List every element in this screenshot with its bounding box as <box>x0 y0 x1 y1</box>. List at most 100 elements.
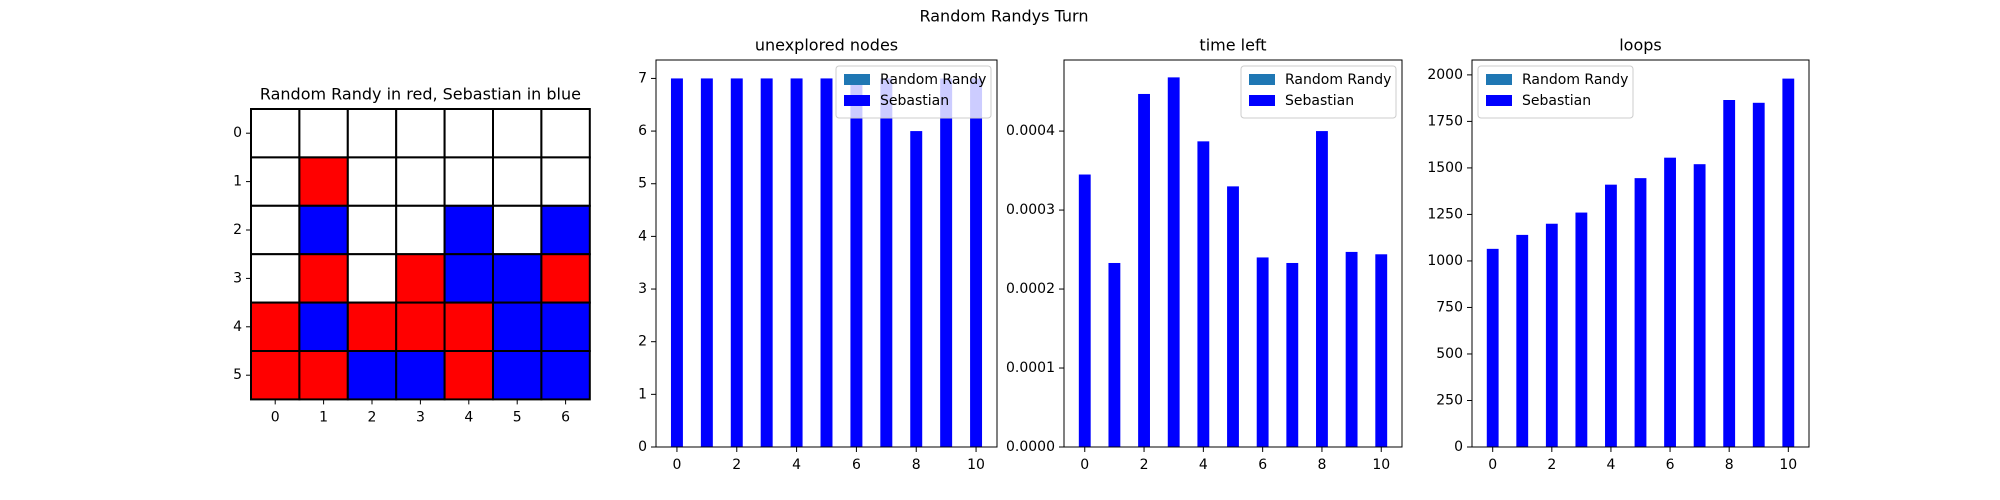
x-tick-label: 2 <box>1547 457 1556 473</box>
board-cell <box>540 108 591 159</box>
bar <box>1227 186 1239 447</box>
y-tick-label: 0 <box>1454 439 1463 455</box>
y-tick-label: 1000 <box>1427 253 1463 269</box>
bar <box>1782 78 1795 447</box>
board-cell <box>540 301 591 353</box>
bar <box>1197 141 1210 447</box>
board-cell <box>395 350 446 401</box>
y-tick-label: 0.0000 <box>1006 439 1055 455</box>
board-cell <box>346 204 398 256</box>
legend-swatch <box>844 74 870 85</box>
y-tick-label: 0.0004 <box>1006 123 1055 139</box>
x-tick-label: 4 <box>792 457 801 473</box>
board-cell <box>395 108 446 159</box>
y-tick-label: 4 <box>638 228 647 244</box>
x-tick-label: 4 <box>1199 457 1208 473</box>
y-tick-label: 0.0001 <box>1006 360 1055 376</box>
x-tick-label: 8 <box>1317 457 1326 473</box>
legend-label: Sebastian <box>1285 93 1354 109</box>
x-tick-label: 6 <box>561 409 570 425</box>
subplot-title: loops <box>1619 36 1662 55</box>
board-cell <box>492 301 543 353</box>
bar <box>820 78 833 447</box>
x-tick-label: 5 <box>513 409 522 425</box>
bar <box>1486 248 1499 447</box>
y-tick-label: 0 <box>233 125 242 141</box>
board-cell <box>298 204 349 256</box>
y-tick-label: 2 <box>233 222 242 238</box>
board-cell <box>443 204 495 256</box>
bar <box>970 78 983 447</box>
bar <box>1375 254 1388 447</box>
board-cell <box>443 156 495 207</box>
x-tick-label: 6 <box>1258 457 1267 473</box>
axes-frame <box>655 59 998 448</box>
legend <box>1240 65 1397 119</box>
bar <box>760 78 773 447</box>
board-cell <box>443 108 495 159</box>
x-tick-label: 8 <box>1725 457 1734 473</box>
y-tick-label: 500 <box>1436 346 1463 362</box>
legend-label: Sebastian <box>1522 93 1591 109</box>
x-tick-label: 10 <box>1372 457 1390 473</box>
bar <box>910 131 923 447</box>
x-tick-label: 0 <box>1080 457 1089 473</box>
x-tick-label: 4 <box>1606 457 1615 473</box>
subplot-title: time left <box>1199 36 1266 55</box>
y-tick-label: 5 <box>638 176 647 192</box>
bar <box>1634 178 1647 447</box>
legend-label: Random Randy <box>1285 72 1391 88</box>
board-cell <box>443 253 495 304</box>
board-cell <box>395 301 446 353</box>
bar <box>1316 131 1328 447</box>
y-tick-label: 1500 <box>1427 160 1463 176</box>
y-tick-label: 1750 <box>1427 113 1463 129</box>
legend-swatch <box>844 95 870 106</box>
y-tick-label: 3 <box>233 270 242 286</box>
y-tick-label: 4 <box>233 319 242 335</box>
y-tick-label: 2 <box>638 334 647 350</box>
board-cell <box>492 204 543 256</box>
bar <box>1256 257 1269 447</box>
x-tick-label: 0 <box>1488 457 1497 473</box>
x-tick-label: 0 <box>672 457 681 473</box>
legend-swatch <box>1486 95 1512 106</box>
bar <box>880 78 893 447</box>
y-tick-label: 1 <box>638 386 647 402</box>
board-cell <box>395 156 446 207</box>
y-tick-label: 0.0002 <box>1006 281 1055 297</box>
board-cell <box>540 253 591 304</box>
bar <box>1108 262 1121 447</box>
board-cell <box>346 350 398 401</box>
y-tick-label: 1 <box>233 174 242 190</box>
board-cell <box>492 156 543 207</box>
bar <box>1167 77 1180 447</box>
legend-swatch <box>1249 74 1275 85</box>
x-tick-label: 3 <box>416 409 425 425</box>
board-cell <box>250 350 301 401</box>
x-tick-label: 6 <box>852 457 861 473</box>
y-tick-label: 750 <box>1436 299 1463 315</box>
y-tick-label: 2000 <box>1427 67 1463 83</box>
y-tick-label: 0 <box>638 439 647 455</box>
bar <box>1575 212 1588 447</box>
y-tick-label: 6 <box>638 123 647 139</box>
board-cell <box>346 301 398 353</box>
board-cell <box>346 253 398 304</box>
board-cell <box>250 156 301 207</box>
board-cell <box>250 108 301 159</box>
x-tick-label: 8 <box>912 457 921 473</box>
x-tick-label: 2 <box>368 409 377 425</box>
board-cell <box>250 301 301 353</box>
board-cell <box>250 253 301 304</box>
bar <box>1078 174 1091 448</box>
legend-swatch <box>1486 74 1512 85</box>
board-cell <box>395 253 446 304</box>
x-tick-label: 0 <box>271 409 280 425</box>
bar <box>940 78 953 447</box>
board-cell <box>298 156 349 207</box>
y-tick-label: 3 <box>638 281 647 297</box>
board-cell <box>298 108 349 159</box>
y-tick-label: 0.0003 <box>1006 202 1055 218</box>
